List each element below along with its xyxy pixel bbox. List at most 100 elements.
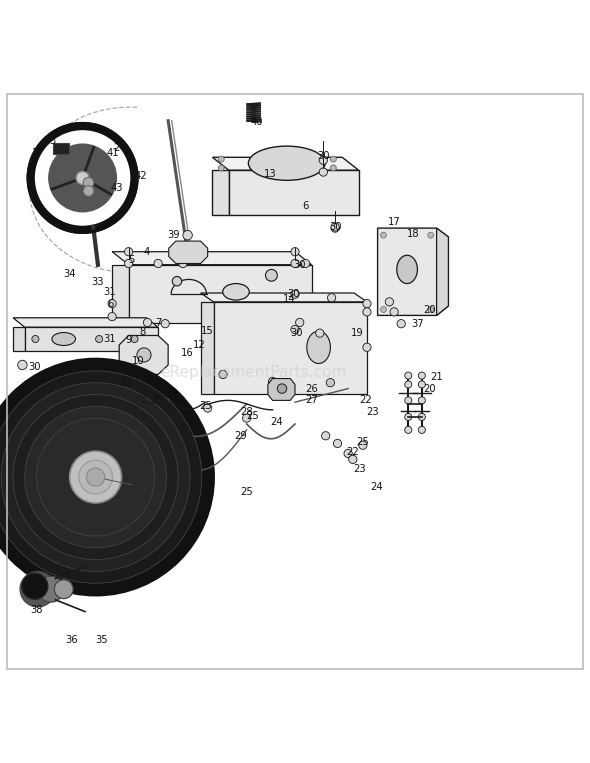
Text: 42: 42 (134, 171, 147, 181)
Text: 13: 13 (264, 169, 277, 179)
Circle shape (330, 156, 336, 162)
Circle shape (32, 336, 39, 343)
Circle shape (268, 378, 277, 385)
Circle shape (428, 232, 434, 238)
Text: 18: 18 (407, 229, 419, 239)
Text: 31: 31 (103, 287, 116, 297)
Text: 23: 23 (366, 407, 379, 417)
Circle shape (218, 156, 224, 162)
Circle shape (326, 378, 335, 387)
Text: 21: 21 (430, 372, 443, 382)
Text: 25: 25 (152, 395, 165, 405)
Circle shape (35, 130, 130, 226)
Text: 31: 31 (103, 334, 116, 344)
Text: 5: 5 (128, 255, 134, 265)
Circle shape (108, 300, 116, 307)
Circle shape (418, 414, 425, 420)
Circle shape (359, 441, 367, 449)
Text: 38: 38 (30, 605, 43, 616)
Polygon shape (169, 241, 208, 263)
Text: 30: 30 (290, 328, 303, 338)
Polygon shape (112, 265, 129, 323)
Circle shape (54, 580, 73, 599)
Circle shape (327, 294, 336, 302)
Circle shape (322, 432, 330, 440)
Circle shape (242, 414, 251, 422)
Circle shape (49, 144, 116, 211)
Circle shape (204, 404, 212, 412)
Circle shape (218, 165, 224, 171)
Polygon shape (13, 327, 25, 351)
Circle shape (38, 576, 64, 602)
Text: 8: 8 (140, 327, 146, 337)
Circle shape (333, 439, 342, 448)
Circle shape (143, 318, 152, 327)
Circle shape (405, 397, 412, 404)
Text: 19: 19 (30, 584, 43, 594)
Text: 12: 12 (193, 340, 206, 350)
Circle shape (405, 372, 412, 379)
Circle shape (172, 247, 180, 256)
Polygon shape (201, 293, 367, 302)
Text: 22: 22 (346, 447, 359, 457)
Circle shape (291, 247, 299, 256)
FancyBboxPatch shape (53, 143, 69, 153)
Ellipse shape (52, 333, 76, 346)
Text: 32: 32 (128, 369, 141, 379)
Text: 25: 25 (356, 436, 369, 446)
Polygon shape (25, 327, 158, 351)
Text: 37: 37 (411, 319, 424, 329)
Polygon shape (13, 317, 158, 327)
Circle shape (363, 300, 371, 307)
Circle shape (331, 223, 339, 231)
Text: 26: 26 (305, 384, 318, 394)
Text: 43: 43 (110, 183, 123, 193)
Text: 16: 16 (181, 348, 194, 358)
Text: 14: 14 (283, 294, 296, 304)
Polygon shape (129, 265, 312, 323)
Text: 25: 25 (240, 488, 253, 497)
Text: 3: 3 (49, 136, 55, 146)
Polygon shape (112, 252, 312, 265)
Text: 30: 30 (287, 289, 300, 299)
Circle shape (70, 451, 122, 503)
Circle shape (418, 372, 425, 379)
Circle shape (381, 307, 386, 313)
Circle shape (266, 269, 277, 282)
Text: 30: 30 (329, 222, 342, 232)
Circle shape (291, 290, 299, 298)
Text: 34: 34 (63, 269, 76, 279)
Circle shape (22, 573, 48, 599)
Circle shape (0, 359, 214, 595)
Circle shape (291, 259, 299, 268)
Text: 6: 6 (303, 201, 309, 211)
Circle shape (179, 253, 187, 262)
Circle shape (363, 307, 371, 316)
Text: 40: 40 (250, 117, 263, 127)
Text: 25: 25 (199, 401, 212, 411)
Text: 30: 30 (293, 259, 306, 269)
Text: 15: 15 (201, 327, 214, 336)
Text: 24: 24 (270, 417, 283, 427)
Circle shape (331, 224, 339, 232)
Circle shape (37, 418, 155, 536)
Circle shape (161, 320, 169, 328)
Text: 39: 39 (168, 230, 181, 240)
Circle shape (108, 313, 116, 320)
Circle shape (18, 360, 27, 370)
Text: 35: 35 (95, 635, 108, 645)
Ellipse shape (248, 146, 325, 180)
Text: 6: 6 (108, 298, 114, 308)
Text: 41: 41 (107, 147, 120, 158)
Circle shape (418, 381, 425, 388)
Circle shape (25, 406, 166, 548)
Text: 9: 9 (126, 335, 132, 345)
Text: 36: 36 (65, 635, 78, 645)
Text: 23: 23 (353, 464, 366, 474)
Ellipse shape (223, 284, 249, 300)
Text: 33: 33 (91, 278, 104, 288)
Text: 10: 10 (132, 356, 145, 365)
Circle shape (291, 326, 299, 333)
Text: 25: 25 (246, 410, 259, 420)
Polygon shape (268, 378, 295, 401)
